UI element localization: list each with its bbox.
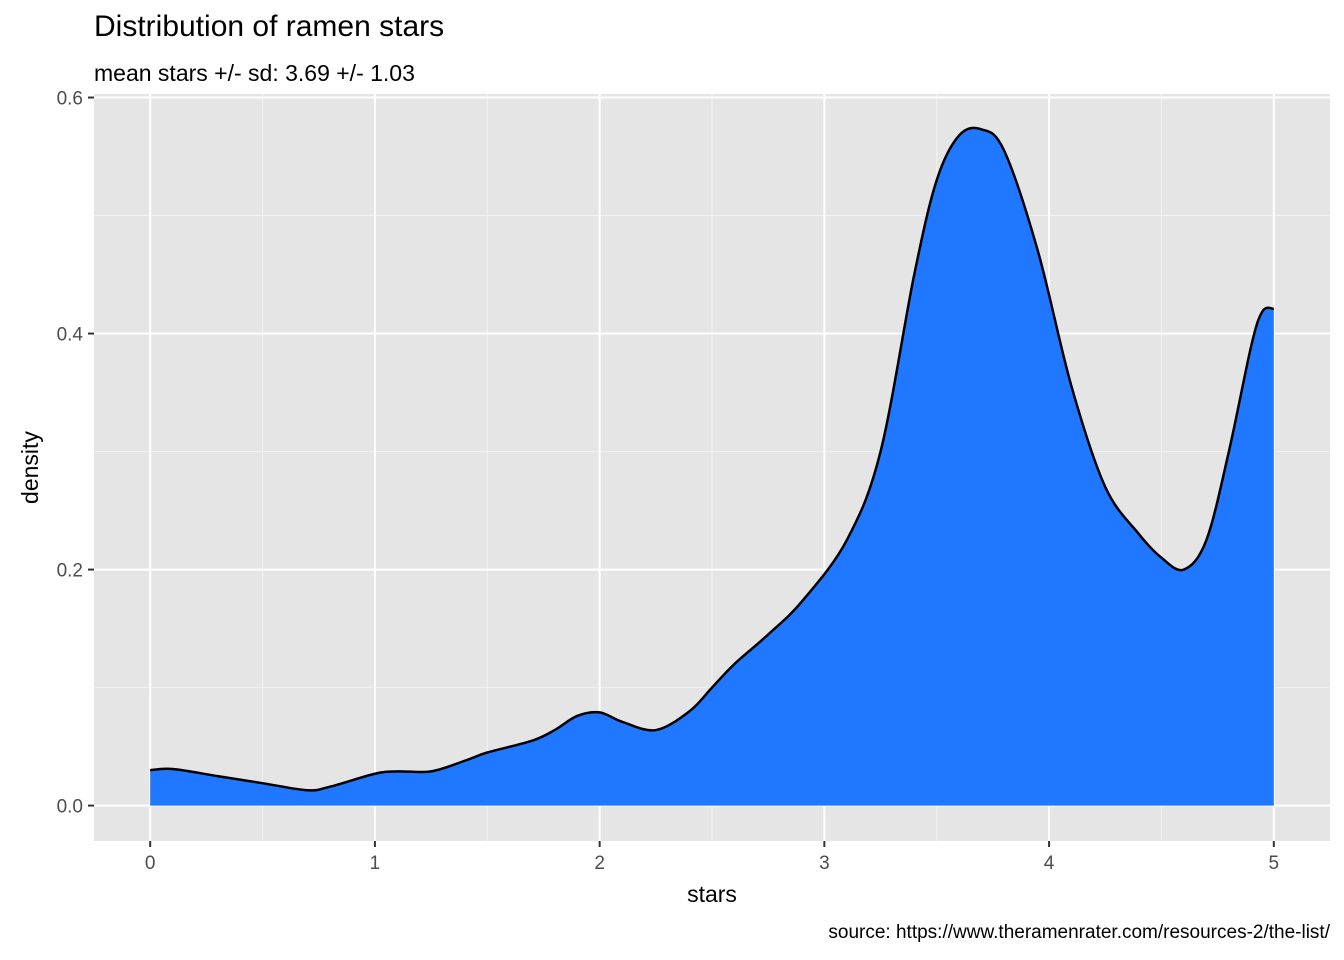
density-curve — [150, 126, 1275, 792]
x-axis-title: stars — [687, 881, 737, 907]
y-axis: 0.0 0.2 0.4 0.6 — [57, 89, 94, 818]
x-tick-label: 5 — [1269, 853, 1280, 874]
x-axis: 0 1 2 3 4 5 — [145, 841, 1279, 874]
chart-subtitle: mean stars +/- sd: 3.69 +/- 1.03 — [94, 60, 415, 86]
y-tick-label: 0.6 — [57, 89, 83, 110]
x-tick-label: 0 — [145, 853, 156, 874]
y-tick-label: 0.2 — [57, 561, 83, 582]
density-area — [150, 127, 1274, 806]
chart-caption: source: https://www.theramenrater.com/re… — [828, 922, 1330, 943]
chart-title: Distribution of ramen stars — [94, 10, 445, 43]
y-axis-title: density — [17, 431, 43, 504]
y-tick-label: 0.4 — [57, 325, 84, 346]
x-tick-label: 4 — [1044, 853, 1055, 874]
x-tick-label: 3 — [819, 853, 830, 874]
y-tick-label: 0.0 — [57, 797, 83, 818]
x-tick-label: 1 — [370, 853, 381, 874]
x-tick-label: 2 — [594, 853, 605, 874]
